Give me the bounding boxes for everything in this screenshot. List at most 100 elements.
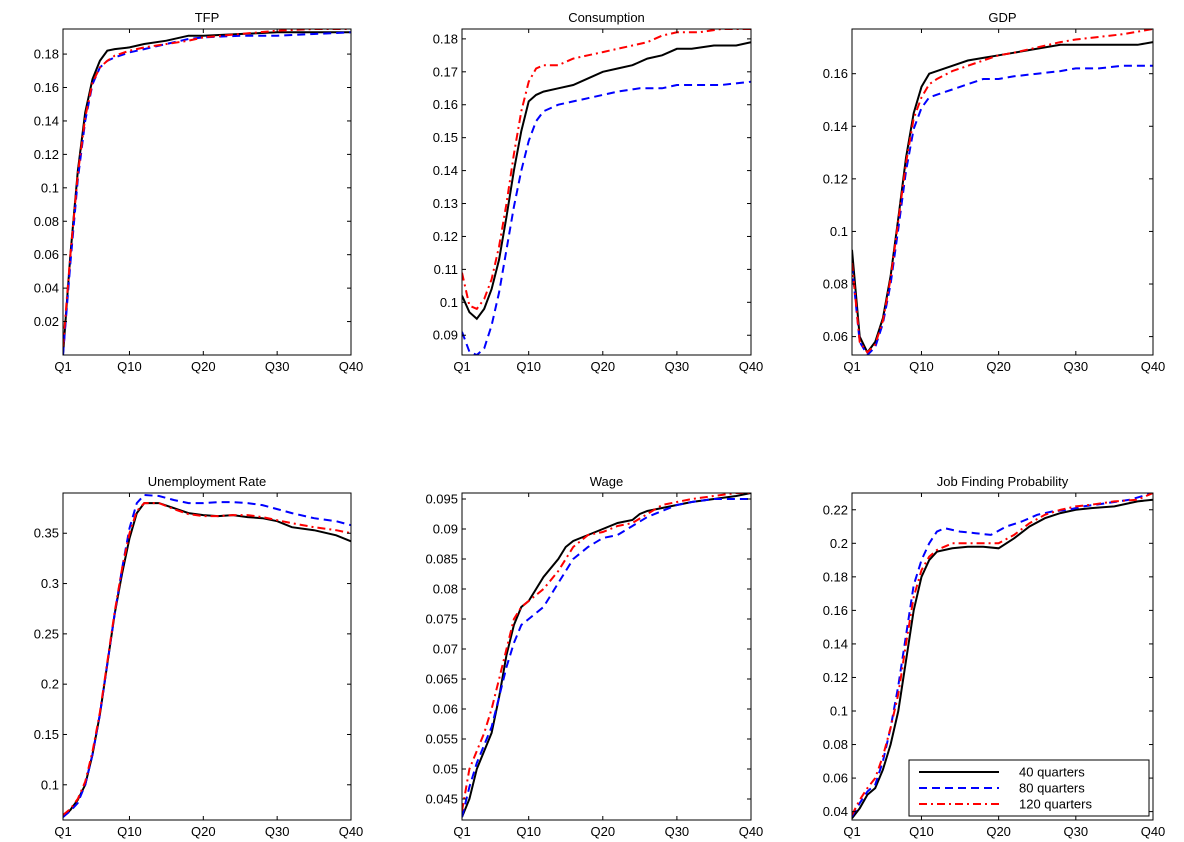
series-line	[63, 502, 351, 816]
x-tick-label: Q40	[739, 824, 764, 839]
legend-label: 80 quarters	[1019, 781, 1085, 796]
chart-panel-6: Job Finding Probability 0.04 0.06 0.08 0.1 0.…	[823, 474, 1166, 839]
chart-title: TFP	[195, 10, 220, 25]
plot-frame	[851, 28, 1154, 356]
y-tick-label: 0.05	[433, 762, 458, 777]
series-line	[462, 498, 751, 818]
y-tick-label: 0.065	[425, 672, 458, 687]
series-line	[63, 29, 351, 347]
y-tick-label: 0.14	[34, 113, 59, 128]
x-tick-label: Q1	[843, 824, 860, 839]
y-tick-label: 0.02	[34, 314, 59, 329]
x-tick-label: Q20	[591, 824, 616, 839]
y-tick-label: 0.075	[425, 612, 458, 627]
y-tick-label: 0.1	[41, 777, 59, 792]
series-line	[462, 41, 751, 321]
series-line	[852, 41, 1153, 355]
y-tick-label: 0.1	[440, 295, 458, 310]
y-tick-label: 0.22	[823, 502, 848, 517]
y-tick-label: 0.18	[433, 31, 458, 46]
y-tick-label: 0.12	[823, 171, 848, 186]
x-tick-label: Q10	[117, 824, 142, 839]
y-tick-label: 0.1	[830, 224, 848, 239]
x-tick-label: Q40	[339, 359, 364, 374]
series-line	[852, 493, 1153, 816]
series-line	[63, 31, 351, 355]
y-tick-label: 0.06	[433, 702, 458, 717]
x-tick-label: Q1	[453, 359, 470, 374]
y-tick-label: 0.06	[34, 247, 59, 262]
x-tick-label: Q20	[986, 824, 1011, 839]
y-tick-label: 0.11	[434, 262, 458, 277]
y-tick-label: 0.15	[433, 130, 458, 145]
x-tick-label: Q20	[986, 359, 1011, 374]
x-tick-label: Q10	[516, 359, 541, 374]
y-tick-label: 0.18	[823, 569, 848, 584]
x-tick-label: Q30	[1064, 359, 1089, 374]
series-line	[462, 80, 751, 355]
legend-label: 120 quarters	[1019, 797, 1092, 812]
legend-label: 40 quarters	[1019, 765, 1085, 780]
y-tick-label: 0.1	[830, 704, 848, 719]
y-tick-label: 0.07	[433, 642, 458, 657]
y-tick-label: 0.17	[433, 64, 458, 79]
y-tick-label: 0.055	[425, 732, 458, 747]
y-tick-label: 0.25	[34, 626, 59, 641]
x-tick-label: Q1	[54, 824, 71, 839]
y-tick-label: 0.14	[823, 636, 848, 651]
y-tick-label: 0.12	[823, 670, 848, 685]
plot-frame	[851, 492, 1154, 821]
y-tick-label: 0.08	[823, 277, 848, 292]
y-tick-label: 0.16	[433, 97, 458, 112]
plot-frame	[461, 492, 752, 821]
y-tick-label: 0.1	[41, 180, 59, 195]
series-line	[852, 29, 1153, 354]
plot-frame	[461, 28, 752, 356]
y-tick-label: 0.045	[425, 792, 458, 807]
chart-title: GDP	[988, 10, 1016, 25]
y-tick-label: 0.09	[433, 522, 458, 537]
y-tick-label: 0.08	[433, 582, 458, 597]
y-tick-label: 0.08	[823, 737, 848, 752]
x-tick-label: Q1	[453, 824, 470, 839]
y-tick-label: 0.14	[433, 163, 458, 178]
x-tick-label: Q40	[1141, 824, 1166, 839]
x-tick-label: Q10	[516, 824, 541, 839]
x-tick-label: Q40	[339, 824, 364, 839]
y-tick-label: 0.085	[425, 552, 458, 567]
x-tick-label: Q30	[1064, 824, 1089, 839]
chart-title: Unemployment Rate	[148, 474, 267, 489]
y-tick-label: 0.06	[823, 771, 848, 786]
series-line	[462, 493, 751, 812]
y-tick-label: 0.35	[34, 526, 59, 541]
y-tick-label: 0.16	[823, 66, 848, 81]
series-line	[63, 31, 351, 355]
y-tick-label: 0.04	[34, 281, 59, 296]
x-tick-label: Q30	[265, 359, 290, 374]
x-tick-label: Q1	[843, 359, 860, 374]
x-tick-label: Q40	[1141, 359, 1166, 374]
y-tick-label: 0.16	[823, 603, 848, 618]
series-line	[63, 502, 351, 818]
plot-frame	[62, 492, 352, 821]
x-tick-label: Q30	[665, 359, 690, 374]
series-line	[63, 493, 351, 818]
y-tick-label: 0.08	[34, 214, 59, 229]
x-tick-label: Q1	[54, 359, 71, 374]
chart-panel-5: Wage 0.045 0.05 0.055 0.06 0.065 0.07 0.075 0.08…	[425, 474, 763, 839]
y-tick-label: 0.2	[830, 536, 848, 551]
x-tick-label: Q20	[591, 359, 616, 374]
y-tick-label: 0.18	[34, 47, 59, 62]
plot-frame	[62, 28, 352, 356]
x-tick-label: Q40	[739, 359, 764, 374]
x-tick-label: Q30	[665, 824, 690, 839]
y-tick-label: 0.12	[433, 229, 458, 244]
chart-panel-4: Unemployment Rate 0.1 0.15 0.2 0.25 0.3 0.35 Q1…	[34, 474, 364, 839]
chart-title: Wage	[590, 474, 623, 489]
x-tick-label: Q10	[909, 824, 934, 839]
chart-panel-1: TFP 0.02 0.04 0.06 0.08 0.1 0.12 0.14 0.16 0.18 Q1…	[34, 10, 364, 374]
x-tick-label: Q20	[191, 824, 216, 839]
y-tick-label: 0.04	[823, 804, 848, 819]
